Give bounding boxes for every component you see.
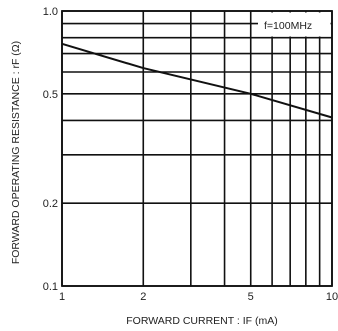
plot-frame xyxy=(61,10,333,287)
y-tick-label: 0.2 xyxy=(43,198,58,210)
y-axis-label: FORWARD OPERATING RESISTANCE : rF (Ω) xyxy=(10,41,22,264)
y-tick-label: 1.0 xyxy=(43,6,58,18)
x-gridlines xyxy=(61,11,333,286)
x-tick-label: 2 xyxy=(140,291,146,303)
x-tick-label: 10 xyxy=(326,291,338,303)
series-line-f100mhz xyxy=(61,42,333,119)
y-gridlines xyxy=(62,10,332,287)
y-tick-labels: 0.1 0.2 0.5 1.0 xyxy=(43,6,58,293)
y-tick-label: 0.1 xyxy=(43,281,58,293)
x-axis-label: FORWARD CURRENT : IF (mA) xyxy=(126,315,277,327)
x-tick-labels: 1 2 5 10 xyxy=(59,291,338,303)
y-tick-label: 0.5 xyxy=(43,89,58,101)
annotation-text: f=100MHz xyxy=(264,20,312,32)
x-tick-label: 5 xyxy=(248,291,254,303)
annotation-box: f=100MHz xyxy=(258,12,331,37)
x-tick-label: 1 xyxy=(59,291,65,303)
